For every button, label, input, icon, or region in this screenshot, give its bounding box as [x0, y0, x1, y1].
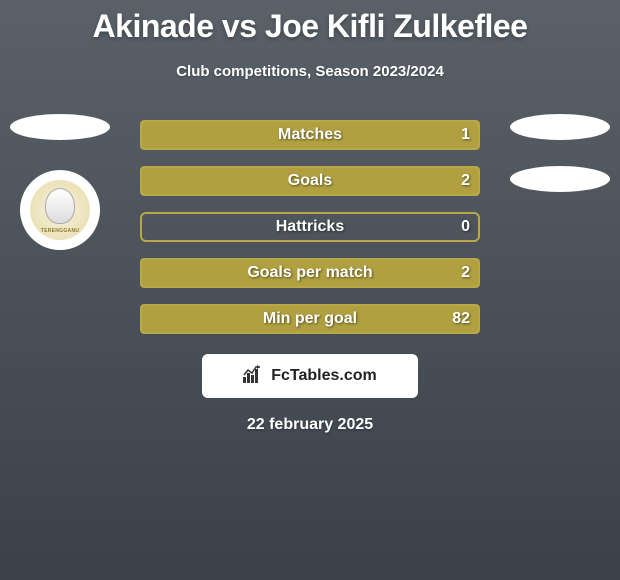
logo-icon	[243, 365, 265, 388]
bar-label: Matches	[140, 120, 480, 150]
stats-bars: Matches1Goals2Hattricks0Goals per match2…	[140, 120, 480, 334]
bar-label: Goals	[140, 166, 480, 196]
crest-label: TERENGGANU	[41, 228, 80, 234]
subtitle: Club competitions, Season 2023/2024	[0, 63, 620, 80]
player-oval-right-1	[510, 114, 610, 140]
bar-label: Min per goal	[140, 304, 480, 334]
player-oval-right-2	[510, 166, 610, 192]
page-title: Akinade vs Joe Kifli Zulkeflee	[0, 0, 620, 45]
stat-bar: Min per goal82	[140, 304, 480, 334]
left-ovals	[10, 114, 110, 166]
content-area: TERENGGANU Matches1Goals2Hattricks0Goals…	[0, 120, 620, 434]
bar-value: 82	[452, 304, 470, 334]
date-label: 22 february 2025	[10, 416, 610, 434]
logo-text: FcTables.com	[271, 367, 377, 385]
logo-box: FcTables.com	[202, 354, 418, 398]
right-ovals	[510, 114, 610, 218]
bar-label: Goals per match	[140, 258, 480, 288]
bar-label: Hattricks	[140, 212, 480, 242]
crest-inner: TERENGGANU	[30, 180, 90, 240]
bar-value: 2	[461, 258, 470, 288]
crest-emblem	[45, 188, 75, 224]
stat-bar: Matches1	[140, 120, 480, 150]
bar-value: 0	[461, 212, 470, 242]
stat-bar: Goals per match2	[140, 258, 480, 288]
bar-value: 1	[461, 120, 470, 150]
club-crest: TERENGGANU	[20, 170, 100, 250]
stat-bar: Hattricks0	[140, 212, 480, 242]
bar-value: 2	[461, 166, 470, 196]
player-oval-left	[10, 114, 110, 140]
stat-bar: Goals2	[140, 166, 480, 196]
